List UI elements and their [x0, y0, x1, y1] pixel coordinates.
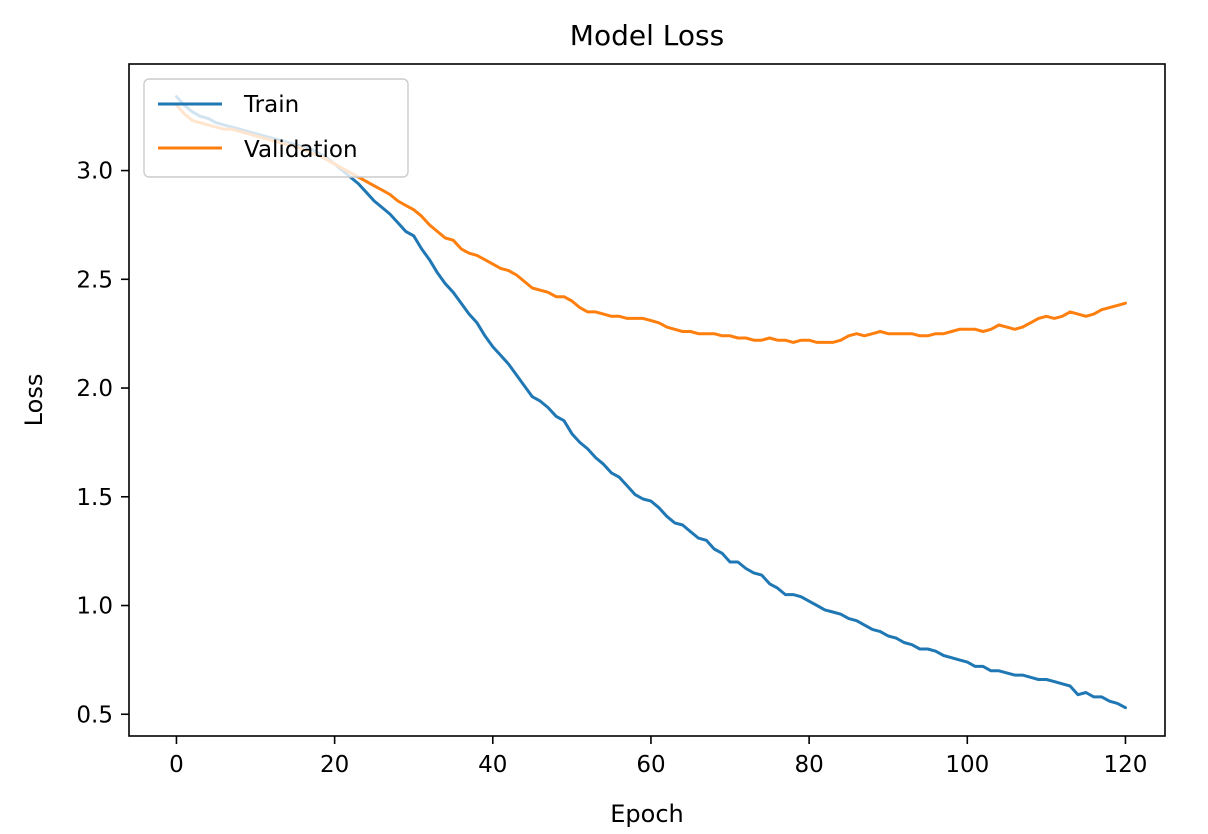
y-tick-label: 3.0	[76, 159, 113, 185]
x-axis-label: Epoch	[610, 800, 684, 828]
x-tick-label: 100	[945, 752, 989, 778]
legend-label-train: Train	[243, 92, 299, 118]
x-tick-label: 40	[478, 752, 507, 778]
y-tick-label: 1.0	[76, 594, 113, 620]
x-axis: 0 20 40 60 80 100 120	[169, 736, 1147, 778]
x-tick-label: 60	[636, 752, 665, 778]
y-axis: 0.5 1.0 1.5 2.0 2.5 3.0	[76, 159, 129, 728]
y-axis-label: Loss	[20, 374, 48, 427]
legend: Train Validation	[143, 78, 409, 178]
y-tick-label: 2.0	[76, 376, 113, 402]
chart-title: Model Loss	[570, 19, 724, 52]
y-tick-label: 2.5	[76, 267, 113, 293]
plot-frame	[128, 63, 1166, 737]
x-tick-label: 80	[794, 752, 823, 778]
x-tick-label: 0	[169, 752, 184, 778]
x-tick-label: 20	[320, 752, 349, 778]
y-tick-label: 1.5	[76, 485, 113, 511]
x-tick-label: 120	[1104, 752, 1148, 778]
y-tick-label: 0.5	[76, 702, 113, 728]
legend-label-validation: Validation	[244, 137, 358, 163]
